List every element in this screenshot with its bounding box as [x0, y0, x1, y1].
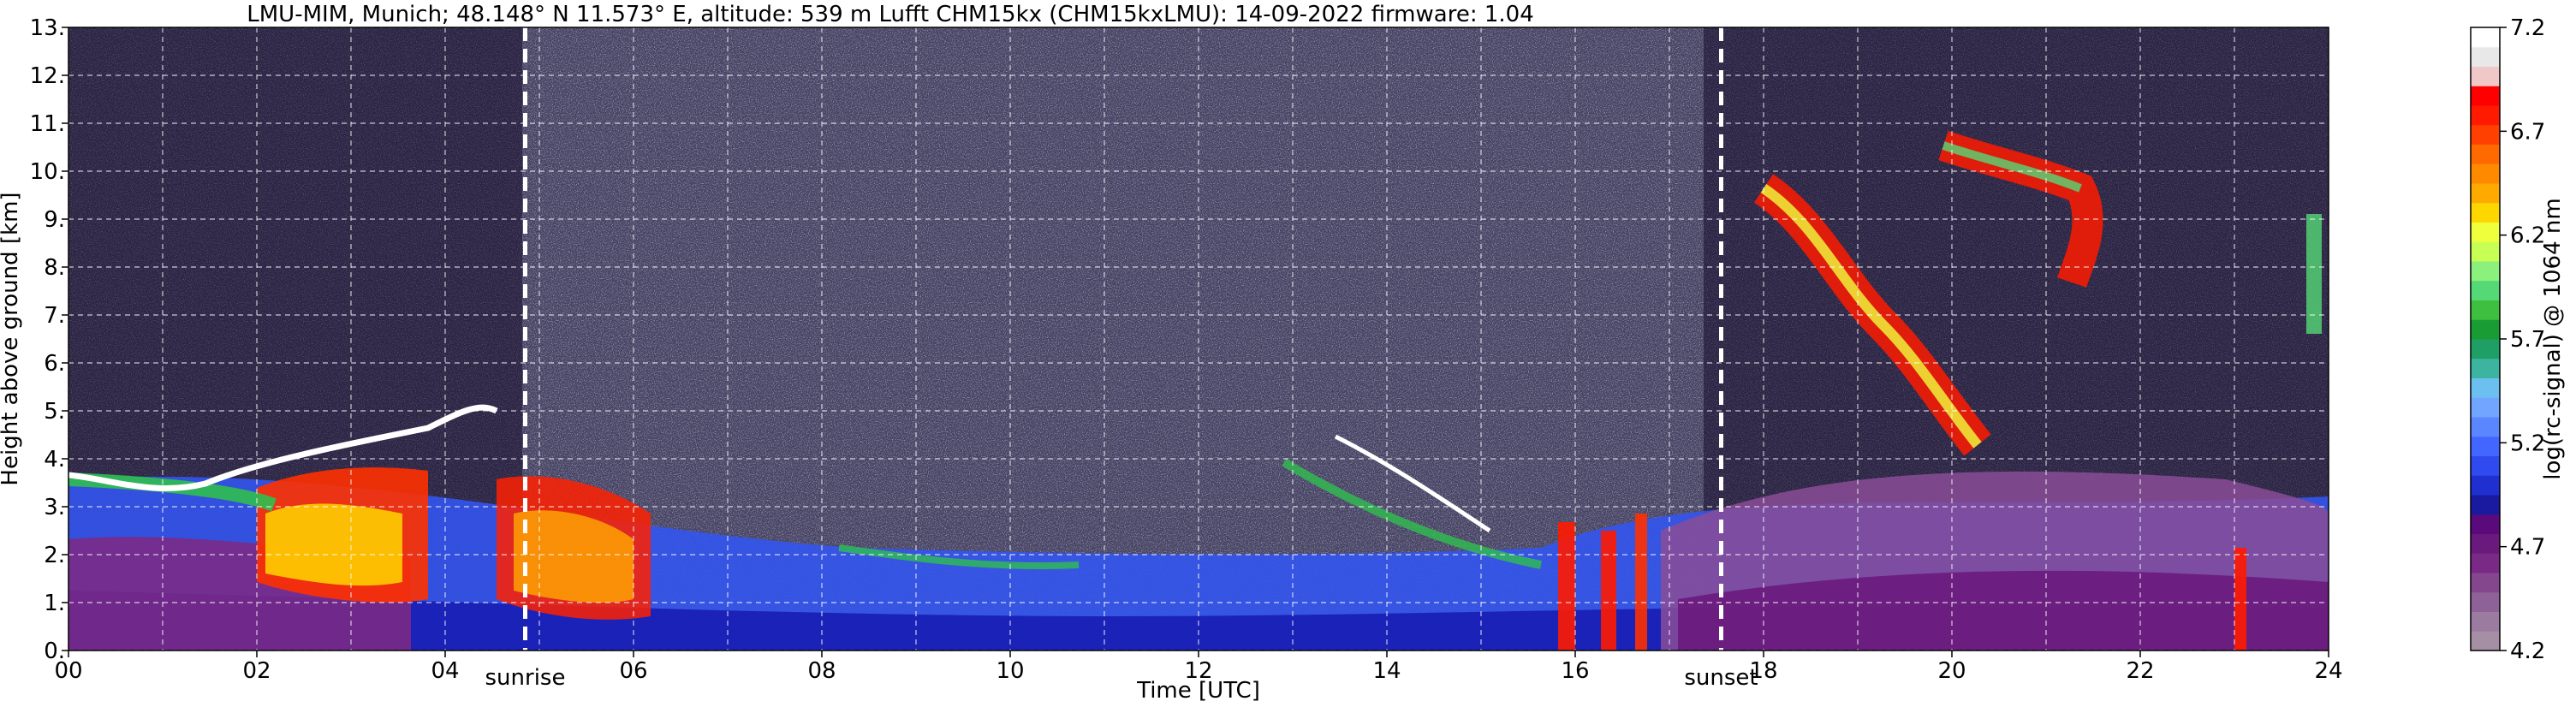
colorbar-label: log(rc-signal) @ 1064 nm	[2540, 198, 2566, 479]
y-axis-label: Height above ground [km]	[0, 192, 23, 485]
colorbar-segment	[2471, 144, 2500, 164]
x-tick-label: 14	[1372, 658, 1401, 684]
colorbar-segment	[2471, 241, 2500, 262]
colorbar-tick-label: 5.7	[2510, 327, 2545, 353]
colorbar-segment	[2471, 280, 2500, 300]
colorbar-segment	[2471, 455, 2500, 476]
colorbar-tick-label: 5.2	[2510, 431, 2545, 456]
colorbar-segment	[2471, 553, 2500, 573]
y-tick-label: 5.	[44, 399, 65, 425]
colorbar-segment	[2471, 436, 2500, 456]
y-tick-label: 4.	[44, 447, 65, 472]
x-tick-label: 24	[2314, 658, 2342, 684]
x-tick-label: 00	[54, 658, 82, 684]
colorbar-segment	[2471, 339, 2500, 359]
colorbar-tick-label: 6.2	[2510, 223, 2545, 249]
x-axis-ticks: 00 02 04 06 08 10 12 14 16 18 20 22 24	[54, 651, 2343, 684]
colorbar-segment	[2471, 591, 2500, 612]
y-tick-label: 1.	[44, 591, 65, 616]
sunrise-label: sunrise	[485, 665, 566, 691]
colorbar-tick-label: 4.7	[2510, 535, 2545, 561]
colorbar-segment	[2471, 475, 2500, 496]
y-tick-label: 10.	[30, 159, 65, 185]
x-tick-label: 06	[619, 658, 647, 684]
chart-title: LMU-MIM, Munich; 48.148° N 11.573° E, al…	[247, 2, 1533, 27]
colorbar-segment	[2471, 300, 2500, 320]
y-tick-label: 2.	[44, 543, 65, 568]
colorbar-segment	[2471, 631, 2500, 651]
x-tick-label: 22	[2126, 658, 2154, 684]
colorbar-segment	[2471, 417, 2500, 437]
colorbar-ticks: 4.2 4.7 5.2 5.7 6.2 6.7 7.2	[2500, 15, 2545, 664]
colorbar-tick-label: 6.7	[2510, 119, 2545, 145]
y-tick-label: 9.	[44, 207, 65, 233]
x-tick-label: 16	[1561, 658, 1589, 684]
colorbar-tick-label: 7.2	[2510, 15, 2545, 41]
x-tick-label: 18	[1749, 658, 1777, 684]
y-tick-label: 12.	[30, 63, 65, 89]
colorbar-segment	[2471, 514, 2500, 534]
x-tick-label: 02	[242, 658, 271, 684]
colorbar-segment	[2471, 183, 2500, 204]
colorbar-segment	[2471, 163, 2500, 184]
colorbar-segment	[2471, 124, 2500, 145]
colorbar-segment	[2471, 377, 2500, 398]
colorbar	[2471, 27, 2500, 651]
colorbar-segment	[2471, 495, 2500, 515]
y-tick-label: 3.	[44, 495, 65, 520]
colorbar-tick-label: 4.2	[2510, 639, 2545, 664]
colorbar-segment	[2471, 611, 2500, 632]
colorbar-segment	[2471, 358, 2500, 378]
colorbar-segment	[2471, 222, 2500, 242]
x-axis-label: Time [UTC]	[1136, 678, 1260, 704]
y-tick-label: 0.	[44, 639, 65, 664]
y-tick-label: 8.	[44, 255, 65, 281]
colorbar-segment	[2471, 319, 2500, 340]
x-tick-label: 08	[807, 658, 836, 684]
y-tick-label: 7.	[44, 303, 65, 329]
colorbar-segment	[2471, 46, 2500, 67]
colorbar-segment	[2471, 397, 2500, 418]
x-tick-label: 20	[1937, 658, 1966, 684]
colorbar-segment	[2471, 66, 2500, 86]
colorbar-segment	[2471, 202, 2500, 223]
y-axis-ticks: 0. 1. 2. 3. 4. 5. 6. 7. 8. 9. 10. 11. 12. 13.	[30, 15, 68, 664]
x-tick-label: 12	[1184, 658, 1212, 684]
colorbar-segment	[2471, 27, 2500, 48]
colorbar-segment	[2471, 573, 2500, 593]
sunset-label: sunset	[1684, 665, 1758, 691]
colorbar-segment	[2471, 261, 2500, 282]
grid-lines	[68, 27, 2329, 651]
y-tick-label: 6.	[44, 351, 65, 377]
x-tick-label: 04	[431, 658, 459, 684]
colorbar-segment	[2471, 105, 2500, 126]
x-tick-label: 10	[996, 658, 1024, 684]
y-tick-label: 13.	[30, 15, 65, 41]
y-tick-label: 11.	[30, 111, 65, 137]
sun-markers: sunrise sunset	[485, 27, 1758, 691]
colorbar-segment	[2471, 533, 2500, 554]
colorbar-segment	[2471, 86, 2500, 106]
